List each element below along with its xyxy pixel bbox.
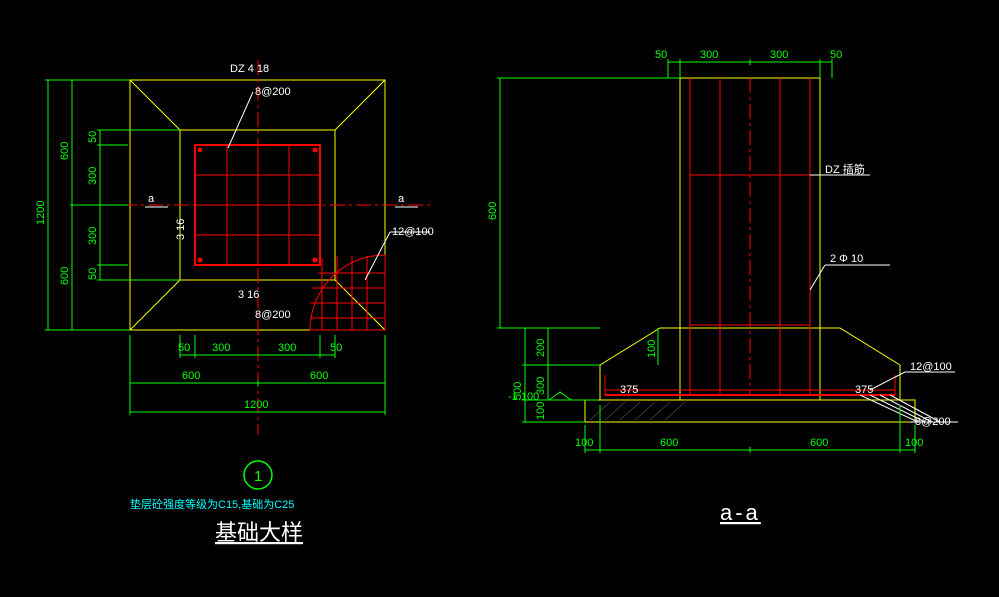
sec-b100a: 100 xyxy=(575,437,593,449)
section-title: a-a xyxy=(720,500,761,525)
hatch xyxy=(590,402,685,420)
side-rebar-b: 3 16 xyxy=(238,289,259,301)
dim-50a: 50 xyxy=(87,131,99,143)
dim-left-600b: 600 xyxy=(59,267,71,285)
sec-200: 200 xyxy=(535,339,547,357)
ledge-r: 375 xyxy=(855,384,873,396)
dim-left-600a: 600 xyxy=(59,142,71,160)
detail-num: 1 xyxy=(254,468,262,485)
dim-b50b: 50 xyxy=(330,342,342,354)
dim-b1200: 1200 xyxy=(244,399,268,411)
sec-t50b: 50 xyxy=(830,49,842,61)
dim-b600a: 600 xyxy=(182,370,200,382)
sec-dz: DZ 插筋 xyxy=(825,162,865,176)
sec-b100b: 100 xyxy=(905,437,923,449)
dim-left-1200: 1200 xyxy=(35,201,47,225)
dim-b300a: 300 xyxy=(212,342,230,354)
section-mark-left: a xyxy=(148,193,155,205)
sec-500: 500 xyxy=(512,382,524,400)
sec-b600b: 600 xyxy=(810,437,828,449)
dim-b300b: 300 xyxy=(278,342,296,354)
section-view: DZ 插筋 2 Φ 10 12@100 8@200 375 375 -1.100… xyxy=(487,49,958,525)
dz-label: DZ 4 18 xyxy=(230,63,269,75)
cushion xyxy=(585,400,915,422)
plan-view: a a DZ 4 18 8@200 3 16 3 16 8@200 12@100… xyxy=(35,60,434,545)
dim-b50a: 50 xyxy=(178,342,190,354)
ledge-l: 375 xyxy=(620,384,638,396)
sec-t300a: 300 xyxy=(700,49,718,61)
dim-50b: 50 xyxy=(87,268,99,280)
sec-t300b: 300 xyxy=(770,49,788,61)
sec-300: 300 xyxy=(535,377,547,395)
sec-100: 100 xyxy=(535,402,547,420)
top-rebar: 8@200 xyxy=(255,86,291,98)
section-mark-right: a xyxy=(398,193,405,205)
bottom-rebar: 8@200 xyxy=(255,309,291,321)
sec-stirrup: 2 Φ 10 xyxy=(830,253,863,265)
plan-title: 基础大样 xyxy=(215,520,303,545)
dim-300b: 300 xyxy=(87,227,99,245)
sec-t50a: 50 xyxy=(655,49,667,61)
side-rebar-l: 3 16 xyxy=(175,219,187,240)
sec-neck: 100 xyxy=(646,340,658,358)
sec-b600a: 600 xyxy=(660,437,678,449)
sec-corner: 12@100 xyxy=(910,361,952,373)
drawing-canvas: a a DZ 4 18 8@200 3 16 3 16 8@200 12@100… xyxy=(0,0,999,597)
dim-b600b: 600 xyxy=(310,370,328,382)
sec-600: 600 xyxy=(487,202,499,220)
plan-note: 垫层砼强度等级为C15,基础为C25 xyxy=(130,497,294,511)
dim-300a: 300 xyxy=(87,167,99,185)
